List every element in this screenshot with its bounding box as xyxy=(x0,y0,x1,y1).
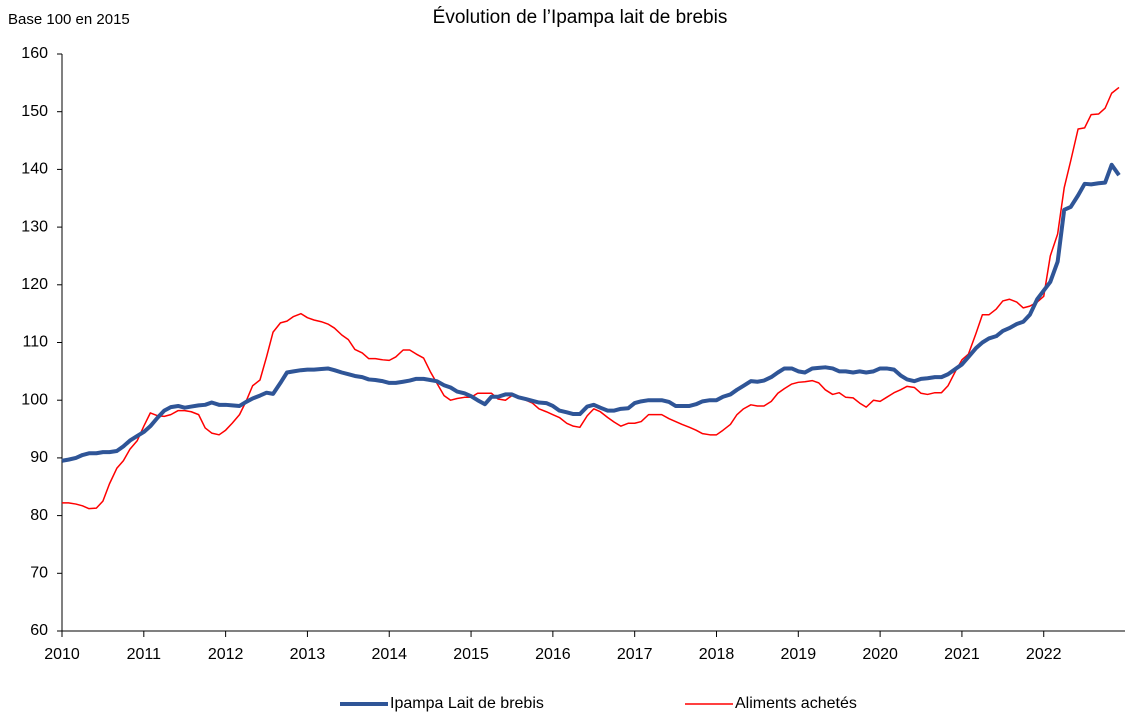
x-tick-label: 2018 xyxy=(699,646,735,663)
x-tick-label: 2019 xyxy=(781,646,817,663)
legend-label: Ipampa Lait de brebis xyxy=(390,695,544,712)
x-tick-label: 2013 xyxy=(290,646,326,663)
x-tick-label: 2022 xyxy=(1026,646,1062,663)
series-line xyxy=(62,86,1120,510)
x-tick-label: 2015 xyxy=(453,646,489,663)
y-tick-label: 70 xyxy=(30,565,48,582)
y-tick-label: 140 xyxy=(21,161,48,178)
x-tick-label: 2021 xyxy=(944,646,980,663)
series-line xyxy=(61,162,1121,463)
y-tick-label: 80 xyxy=(30,507,48,524)
chart-title: Évolution de l’Ipampa lait de brebis xyxy=(433,7,728,28)
y-tick-label: 160 xyxy=(21,45,48,62)
y-tick-label: 60 xyxy=(30,622,48,639)
y-tick-label: 150 xyxy=(21,103,48,120)
y-tick-label: 100 xyxy=(21,391,48,408)
y-tick-label: 120 xyxy=(21,276,48,293)
y-tick-label: 130 xyxy=(21,218,48,235)
y-tick-label: 110 xyxy=(22,334,48,351)
y-tick-label: 90 xyxy=(30,449,48,466)
x-tick-label: 2016 xyxy=(535,646,571,663)
legend-label: Aliments achetés xyxy=(735,695,857,712)
x-tick-label: 2017 xyxy=(617,646,653,663)
x-tick-label: 2014 xyxy=(371,646,407,663)
x-tick-label: 2011 xyxy=(127,646,162,663)
y-axis-label: Base 100 en 2015 xyxy=(8,11,130,28)
x-tick-label: 2010 xyxy=(44,646,80,663)
x-tick-label: 2012 xyxy=(208,646,244,663)
x-tick-label: 2020 xyxy=(862,646,898,663)
